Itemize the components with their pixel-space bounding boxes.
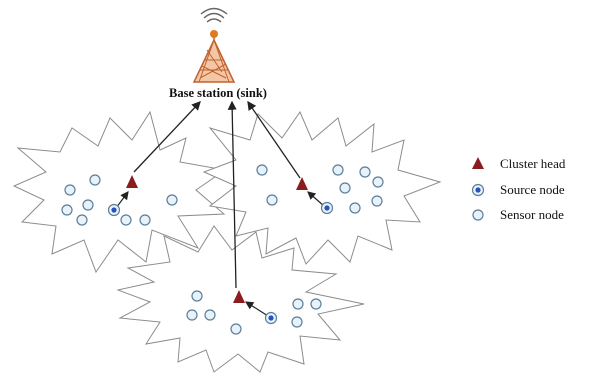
sensor-node bbox=[310, 298, 322, 310]
sensor-node bbox=[256, 164, 268, 176]
sensor-node bbox=[186, 309, 198, 321]
cluster-head-bottom bbox=[233, 290, 245, 303]
cluster-region-left bbox=[12, 110, 227, 274]
sensor-node bbox=[64, 184, 76, 196]
legend-label-sensor-node: Sensor node bbox=[500, 207, 564, 222]
sensor-node bbox=[82, 199, 94, 211]
arrow-right-source-to-ch bbox=[307, 191, 325, 207]
arrow-left-ch-to-sink bbox=[133, 101, 201, 173]
arrow-left-source-to-ch bbox=[115, 191, 129, 209]
source-node-legend-dot-icon bbox=[475, 187, 481, 193]
legend-label-cluster-head: Cluster head bbox=[500, 156, 566, 171]
sensor-node bbox=[230, 323, 242, 335]
sensor-node-legend-icon bbox=[472, 209, 484, 221]
cluster-region-right bbox=[202, 110, 442, 265]
sensor-nodes-left bbox=[61, 174, 178, 226]
legend: Cluster head Source node Sensor node bbox=[471, 156, 566, 222]
sensor-node bbox=[139, 214, 151, 226]
arrow-bottom-source-to-ch bbox=[244, 301, 269, 317]
base-station-label: Base station (sink) bbox=[169, 86, 267, 100]
sensor-node bbox=[339, 182, 351, 194]
source-node-bottom bbox=[264, 311, 278, 325]
cluster-head-right bbox=[296, 177, 308, 190]
sensor-node bbox=[76, 214, 88, 226]
antenna-ball bbox=[210, 30, 218, 38]
arrow-right-ch-to-sink bbox=[247, 100, 301, 179]
sensor-node bbox=[166, 194, 178, 206]
source-node-left bbox=[107, 203, 121, 217]
source-node-right bbox=[320, 201, 334, 215]
cluster-head-legend-icon bbox=[472, 157, 484, 169]
sensor-node bbox=[332, 164, 344, 176]
sensor-node bbox=[349, 202, 361, 214]
sensor-nodes-right bbox=[256, 164, 384, 214]
sensor-node bbox=[292, 298, 304, 310]
sensor-node bbox=[120, 214, 132, 226]
sensor-node bbox=[191, 290, 203, 302]
sensor-node bbox=[266, 194, 278, 206]
sensor-node bbox=[61, 204, 73, 216]
base-station-tower-icon bbox=[192, 7, 236, 83]
cluster-head-left bbox=[126, 175, 138, 188]
sensor-node bbox=[359, 166, 371, 178]
sensor-node bbox=[372, 176, 384, 188]
sensor-node bbox=[291, 316, 303, 328]
sensor-node bbox=[371, 195, 383, 207]
sensor-node bbox=[89, 174, 101, 186]
legend-label-source-node: Source node bbox=[500, 182, 565, 197]
sensor-nodes-bottom bbox=[186, 290, 322, 335]
sensor-node bbox=[204, 309, 216, 321]
arrow-bottom-ch-to-sink bbox=[227, 100, 237, 289]
